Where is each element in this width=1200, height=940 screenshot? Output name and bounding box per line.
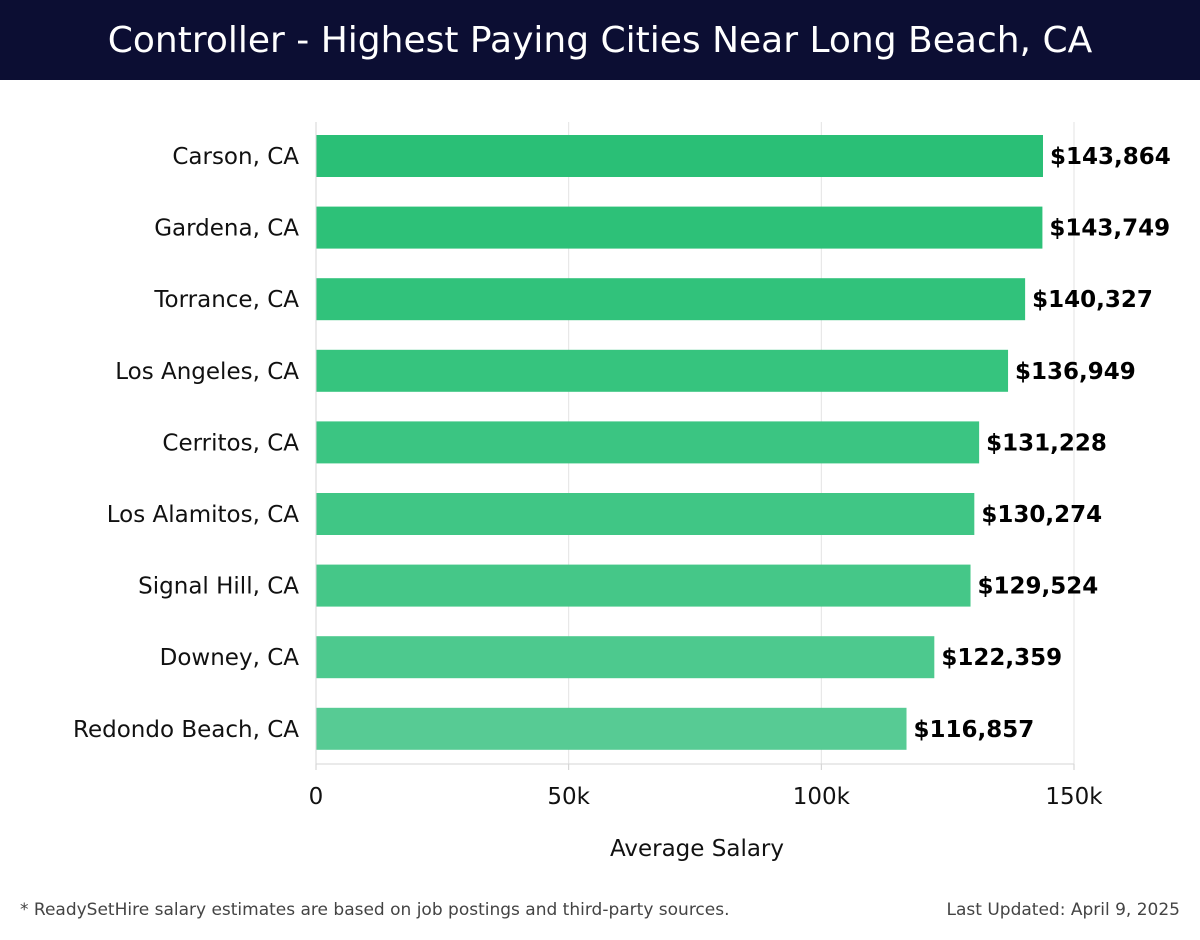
bars: Carson, CA $143,864 Gardena, CA $143,749 Tor…: [73, 135, 1171, 750]
chart-title: Controller - Highest Paying Cities Near …: [0, 0, 1200, 80]
category-label: Redondo Beach, CA: [73, 717, 299, 743]
value-label: $122,359: [941, 645, 1062, 671]
category-label: Los Angeles, CA: [115, 359, 299, 385]
x-tick-label: 150k: [1045, 784, 1103, 810]
bar: [316, 564, 971, 607]
category-label: Downey, CA: [160, 645, 300, 671]
x-tick-label: 100k: [793, 784, 851, 810]
bar: [316, 135, 1043, 177]
bar: [316, 278, 1026, 321]
x-axis-title: Average Salary: [610, 836, 784, 862]
category-label: Cerritos, CA: [162, 430, 299, 456]
category-label: Torrance, CA: [153, 287, 299, 313]
value-label: $136,949: [1015, 359, 1136, 385]
value-label: $116,857: [914, 717, 1035, 743]
category-label: Signal Hill, CA: [138, 574, 299, 600]
last-updated: Last Updated: April 9, 2025: [946, 900, 1180, 920]
value-label: $131,228: [986, 430, 1107, 456]
bar: [316, 349, 1009, 392]
bar: [316, 421, 980, 464]
bar-chart: Carson, CA $143,864 Gardena, CA $143,749 Tor…: [73, 122, 1171, 862]
value-label: $143,749: [1049, 216, 1170, 242]
bar: [316, 493, 975, 535]
x-tick-label: 50k: [547, 784, 590, 810]
value-label: $140,327: [1032, 287, 1153, 313]
value-label: $130,274: [981, 502, 1102, 528]
value-label: $143,864: [1050, 144, 1171, 170]
x-axis: 0 50k 100k 150k: [309, 122, 1103, 810]
value-label: $129,524: [978, 574, 1099, 600]
bar: [316, 707, 907, 750]
bar: [316, 206, 1043, 249]
category-label: Los Alamitos, CA: [107, 502, 300, 528]
category-label: Gardena, CA: [154, 216, 299, 242]
category-label: Carson, CA: [172, 144, 299, 170]
footer-note: * ReadySetHire salary estimates are base…: [20, 900, 730, 920]
x-tick-label: 0: [309, 784, 324, 810]
bar: [316, 636, 935, 679]
